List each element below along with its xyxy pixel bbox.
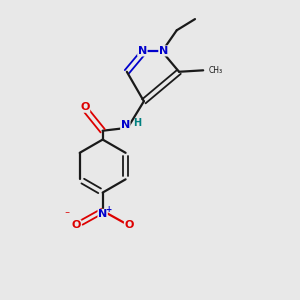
Text: O: O (80, 102, 90, 112)
Text: ⁻: ⁻ (65, 210, 70, 220)
Text: O: O (124, 220, 134, 230)
Text: N: N (98, 209, 107, 219)
Text: N: N (159, 46, 168, 56)
Text: +: + (105, 205, 112, 214)
Text: N: N (138, 46, 147, 56)
Text: O: O (71, 220, 81, 230)
Text: H: H (133, 118, 141, 128)
Text: CH₃: CH₃ (208, 66, 223, 75)
Text: N: N (121, 120, 130, 130)
